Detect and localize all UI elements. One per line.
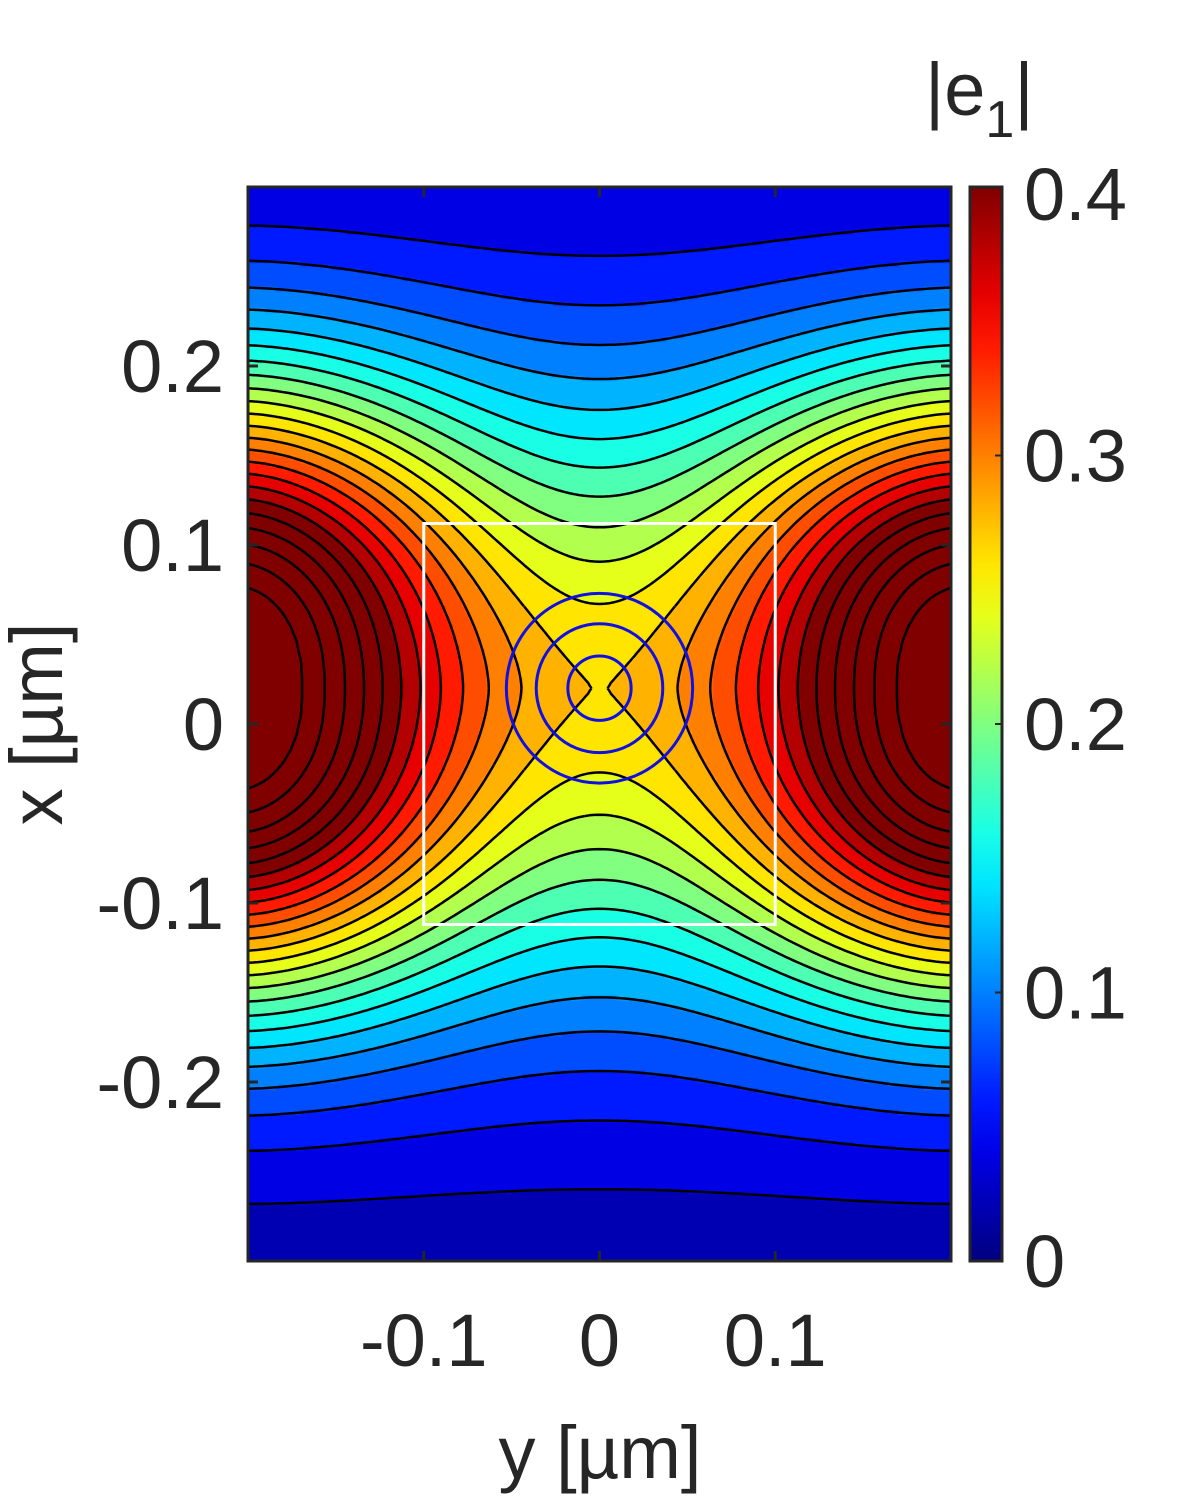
colorbar-label-suffix: |: [1014, 48, 1033, 131]
circle-overlay-0: [566, 654, 633, 722]
y-tick-label: 0.1: [121, 504, 224, 587]
contour-line-23: [248, 562, 951, 814]
contour-line-20: [248, 511, 951, 865]
region-rectangle: [422, 522, 777, 926]
x-tick-label: 0.1: [724, 1299, 827, 1382]
contour-line-15: [248, 448, 951, 929]
circle-overlay-2: [504, 591, 695, 785]
y-tick-label: -0.2: [96, 1041, 224, 1124]
colorbar-tick-label: 0.3: [1024, 415, 1127, 498]
contour-line-8: [248, 359, 951, 1018]
contour-line-24: [248, 586, 951, 790]
overlays: [422, 522, 777, 926]
contour-line-10: [248, 387, 951, 990]
y-tick-label: -0.1: [96, 862, 224, 945]
colorbar-tick-label: 0: [1024, 1220, 1065, 1303]
contour-lines: [248, 187, 951, 1206]
colorbar-label: |e1|: [925, 48, 1034, 149]
plot-area: [248, 187, 951, 1261]
contour-line-21: [248, 526, 951, 850]
contour-line-13: [248, 424, 951, 952]
colorbar-tick-label: 0.1: [1024, 952, 1127, 1035]
contour-line-1: [248, 187, 951, 1206]
contour-line-18: [248, 485, 951, 892]
contour-line-14: [248, 436, 951, 940]
y-axis-ticks: -0.2 -0.1 0 0.1 0.2: [96, 325, 951, 1124]
colorbar-tick-label: 0.2: [1024, 683, 1127, 766]
contour-line-9: [248, 373, 951, 1003]
colorbar-label-main: |e: [925, 48, 985, 131]
field-colormap: [248, 187, 951, 1261]
colorbar-label-subscript: 1: [985, 91, 1014, 149]
x-tick-label: 0: [579, 1299, 620, 1382]
contour-line-4: [248, 286, 951, 1091]
y-axis-label: x [µm]: [0, 623, 78, 826]
circle-overlay-1: [534, 622, 665, 755]
contour-line-7: [248, 344, 951, 1033]
contour-line-3: [248, 259, 951, 1117]
colorbar: 0 0.1 0.2 0.3 0.4 |e1|: [925, 48, 1127, 1303]
contour-line-12: [248, 412, 951, 965]
contour-line-19: [248, 498, 951, 879]
contour-line-11: [248, 399, 951, 977]
x-tick-label: -0.1: [360, 1299, 488, 1382]
colorbar-tick-label: 0.4: [1024, 153, 1127, 236]
contour-line-17: [248, 472, 951, 904]
contour-line-5: [248, 308, 951, 1069]
y-tick-label: 0: [183, 683, 224, 766]
contour-line-6: [248, 327, 951, 1050]
x-axis-label: y [µm]: [499, 1411, 702, 1494]
x-axis-ticks: -0.1 0 0.1: [360, 187, 827, 1382]
y-tick-label: 0.2: [121, 325, 224, 408]
contour-line-2: [248, 224, 951, 1153]
colorbar-ticks: 0 0.1 0.2 0.3 0.4: [995, 153, 1127, 1303]
